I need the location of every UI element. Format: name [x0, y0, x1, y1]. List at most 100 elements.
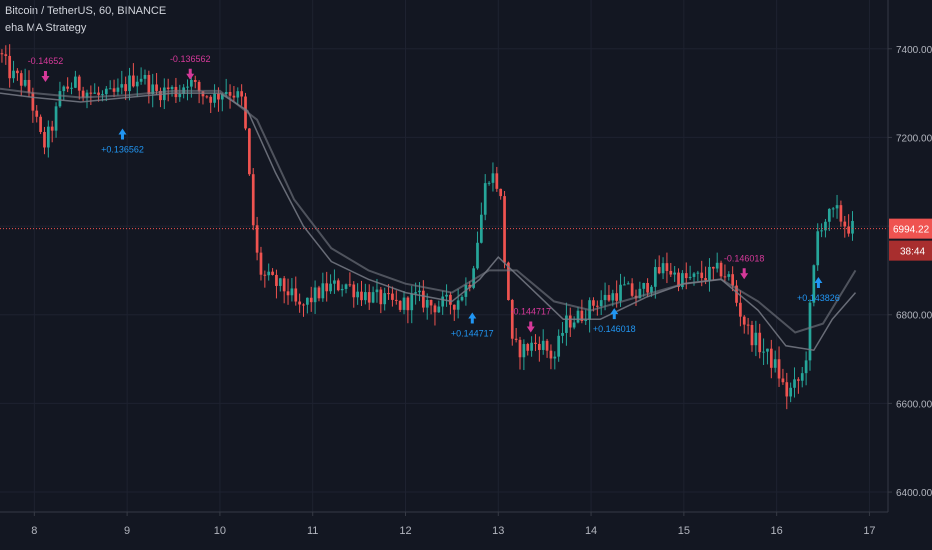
candle-body [12, 70, 15, 79]
candle-body [777, 359, 781, 379]
last-price-label: 6994.22 [893, 225, 930, 236]
candle-body [213, 93, 216, 103]
candle-body [174, 86, 178, 98]
arrow-down-icon [186, 68, 195, 80]
candle-body [696, 272, 700, 274]
candle-body [847, 226, 850, 234]
candle-body [499, 188, 503, 197]
candle-body [139, 78, 143, 82]
candle-body [433, 305, 437, 313]
countdown-label: 38:44 [900, 247, 925, 258]
candle-body [360, 291, 363, 301]
candle-body [565, 315, 568, 333]
candle-body [367, 292, 371, 303]
candle-body [101, 94, 104, 96]
candle-body [135, 81, 139, 87]
candle-body [789, 387, 793, 397]
candle-body [19, 73, 23, 86]
arrow-up-icon [468, 312, 477, 324]
candle-body [638, 288, 642, 299]
candle-body [584, 319, 588, 321]
y-tick-label: 6800.00 [896, 311, 932, 322]
sell-signal: -0.14652 [28, 56, 63, 83]
buy-signal: +0.143826 [797, 277, 840, 303]
candle-body [522, 344, 526, 358]
signal-label: +0.143826 [797, 293, 840, 303]
candle-body [561, 332, 564, 336]
candle-body [800, 373, 804, 381]
candle-body [739, 302, 742, 317]
candle-body [263, 274, 267, 276]
candle-body [313, 287, 317, 303]
candle-body [166, 87, 170, 90]
candle-body [8, 55, 12, 79]
candle-body [406, 297, 410, 311]
candle-body [190, 80, 193, 87]
candle-body [282, 278, 286, 292]
arrow-down-icon [41, 71, 50, 83]
candle-body [298, 301, 301, 305]
candle-body [479, 214, 483, 243]
x-tick-label: 12 [399, 525, 411, 537]
arrow-up-icon [118, 128, 127, 140]
candle-body [708, 266, 711, 281]
candle-body [251, 174, 255, 226]
candle-body [74, 76, 77, 88]
candle-body [661, 263, 665, 274]
candle-body [228, 91, 232, 96]
candle-body [437, 306, 441, 313]
candle-body [375, 289, 379, 293]
candle-body [507, 262, 510, 300]
moving-average-line [0, 87, 857, 334]
candle-body [244, 96, 247, 129]
candle-body [128, 75, 131, 92]
candle-body [711, 266, 715, 269]
candle-body [97, 92, 100, 95]
candle-body [607, 294, 611, 301]
candle-body [704, 278, 707, 281]
candle-body [364, 292, 367, 301]
candle-body [452, 304, 456, 310]
symbol-title[interactable]: Bitcoin / TetherUS, 60, BINANCE [5, 5, 167, 17]
candle-body [731, 274, 735, 286]
candle-body [344, 284, 348, 289]
candle-body [155, 84, 158, 91]
candle-body [383, 293, 387, 305]
candle-body [70, 87, 73, 89]
candle-body [89, 92, 93, 94]
candle-body [418, 290, 421, 293]
candle-body [785, 382, 789, 397]
candle-body [112, 88, 116, 92]
candle-body [681, 273, 684, 288]
candle-body [286, 291, 290, 296]
candle-body [309, 297, 313, 303]
candle-body [151, 84, 155, 95]
candle-body [348, 284, 352, 286]
candle-body [387, 293, 390, 295]
candle-body [797, 379, 800, 381]
candle-body [553, 356, 557, 359]
candle-body [491, 173, 495, 183]
candle-body [186, 86, 189, 88]
y-tick-label: 7400.00 [896, 45, 932, 56]
signal-label: +0.144717 [451, 329, 494, 339]
candle-body [510, 299, 514, 339]
candle-body [267, 271, 271, 276]
candle-body [715, 262, 719, 269]
candle-body [422, 290, 425, 308]
candle-body [541, 340, 545, 350]
candle-body [278, 278, 282, 286]
candle-body [441, 296, 445, 307]
candle-body [85, 92, 89, 98]
candle-body [31, 92, 35, 111]
strategy-name[interactable]: eha MA Strategy [5, 22, 87, 34]
candle-body [595, 305, 599, 307]
candle-body [576, 310, 580, 323]
candle-body [843, 221, 847, 227]
candle-body [325, 283, 329, 292]
candle-body [16, 70, 19, 74]
signal-label: +0.136562 [101, 145, 144, 155]
candle-body [336, 280, 340, 291]
candle-body [410, 293, 414, 311]
